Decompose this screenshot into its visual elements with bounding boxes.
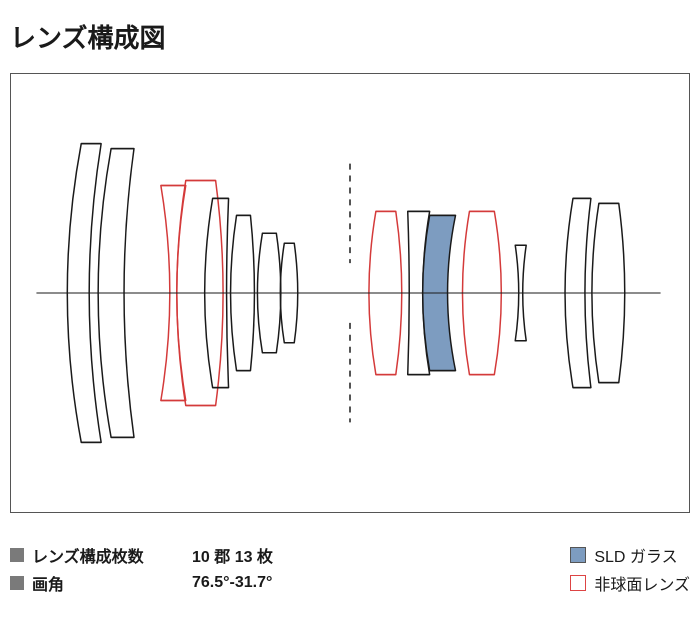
spec-label-angle: 画角: [32, 571, 182, 595]
bullet-square-icon: [10, 576, 24, 590]
legend-asph-label: 非球面レンズ: [594, 571, 690, 595]
sld-swatch-icon: [570, 547, 586, 563]
spec-left: レンズ構成枚数 10 郡 13 枚 画角 76.5°-31.7°: [10, 543, 273, 599]
legend-asph: 非球面レンズ: [570, 571, 690, 595]
legend-sld: SLD ガラス: [570, 543, 690, 567]
spec-label-elements: レンズ構成枚数: [32, 543, 182, 567]
legend: SLD ガラス 非球面レンズ: [570, 543, 690, 599]
bullet-square-icon: [10, 548, 24, 562]
spec-value-angle: 76.5°-31.7°: [192, 574, 272, 592]
lens-diagram-svg: [11, 74, 689, 512]
lens-diagram-frame: [10, 73, 690, 513]
page-title: レンズ構成図: [10, 18, 690, 55]
spec-line-angle: 画角 76.5°-31.7°: [10, 571, 273, 595]
asph-swatch-icon: [570, 575, 586, 591]
spec-value-elements: 10 郡 13 枚: [192, 543, 273, 567]
spec-row: レンズ構成枚数 10 郡 13 枚 画角 76.5°-31.7° SLD ガラス…: [10, 543, 690, 599]
legend-sld-label: SLD ガラス: [594, 543, 677, 567]
spec-line-elements: レンズ構成枚数 10 郡 13 枚: [10, 543, 273, 567]
